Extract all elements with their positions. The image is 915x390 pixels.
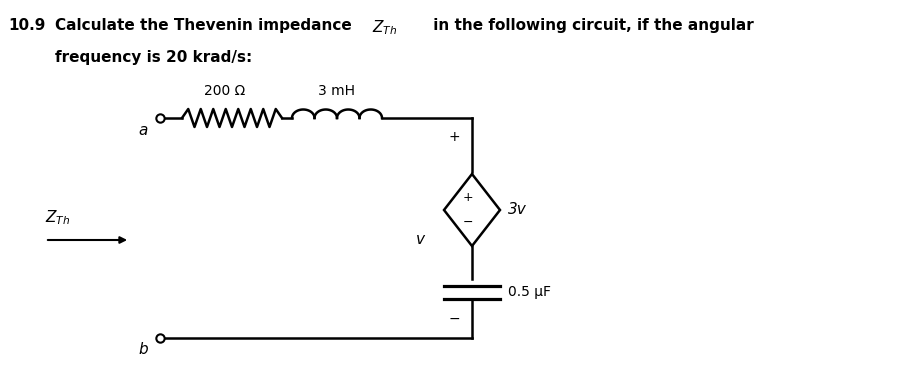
Text: −: − [463,216,473,229]
Text: $Z_{Th}$: $Z_{Th}$ [372,18,397,37]
Text: +: + [448,130,460,144]
Text: +: + [463,191,473,204]
Text: Calculate the Thevenin impedance: Calculate the Thevenin impedance [55,18,357,33]
Text: 10.9: 10.9 [8,18,46,33]
Text: 3v: 3v [508,202,527,218]
Text: in the following circuit, if the angular: in the following circuit, if the angular [428,18,754,33]
Text: frequency is 20 krad/s:: frequency is 20 krad/s: [55,50,253,65]
Text: $Z_{Th}$: $Z_{Th}$ [45,209,70,227]
Text: 0.5 μF: 0.5 μF [508,285,551,299]
Text: b: b [138,342,148,357]
Text: −: − [448,312,460,326]
Text: v: v [415,232,425,248]
Text: a: a [139,123,148,138]
Text: 3 mH: 3 mH [318,84,356,98]
Text: 200 Ω: 200 Ω [204,84,245,98]
